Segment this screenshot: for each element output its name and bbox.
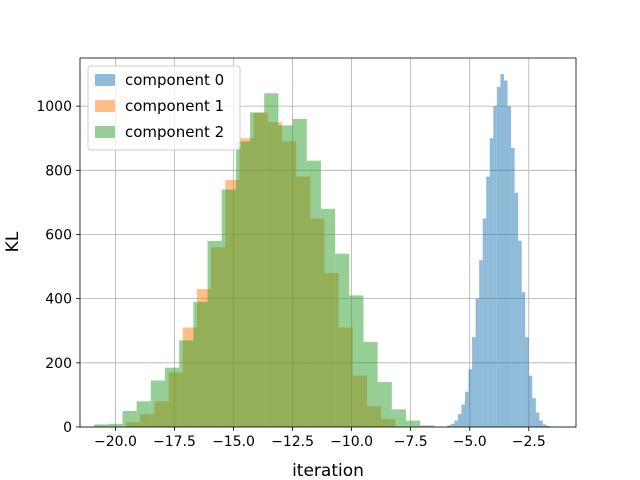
series-0-bar-25 (535, 412, 540, 427)
legend-swatch-component-0 (95, 74, 115, 86)
series-0-bar-1 (450, 423, 455, 427)
legend-swatch-component-2 (95, 126, 115, 138)
x-tick-label-5: −7.5 (394, 434, 428, 450)
x-tick-label-4: −10.0 (330, 434, 373, 450)
series-0-bar-22 (525, 337, 529, 427)
series-0-bar-12 (489, 138, 494, 427)
plot-frame (79, 57, 577, 428)
series-2-bar-6 (179, 340, 194, 427)
x-tick-label-6: −5.0 (453, 434, 487, 450)
series-2-bar-2 (122, 410, 137, 427)
legend-swatch-component-1 (95, 100, 115, 112)
series-2-bar-9 (221, 189, 236, 427)
x-tick-label-1: −17.5 (153, 434, 196, 450)
series-0-bar-4 (461, 404, 465, 427)
series-0-bar-17 (507, 106, 512, 427)
series-2-bar-16 (320, 208, 336, 427)
series-0-bar-28 (546, 426, 551, 427)
series-0-bar-9 (479, 260, 483, 427)
x-tick-label-3: −12.5 (271, 434, 314, 450)
series-0-bar-14 (496, 86, 501, 427)
series-2-bar-15 (306, 160, 321, 427)
histogram-bars (94, 74, 554, 428)
series-2-bar-5 (165, 367, 180, 427)
series-0-bar-3 (457, 414, 462, 427)
series-2-bar-7 (193, 301, 208, 427)
y-axis-label: KL (3, 231, 23, 252)
series-2-bar-12 (264, 93, 279, 427)
x-tick-label-2: −15.0 (212, 434, 255, 450)
series-0-bar-27 (542, 424, 547, 427)
legend: component 0 component 1 component 2 (87, 65, 241, 151)
series-2-bar-3 (136, 401, 151, 427)
y-tick-label-2: 400 (45, 292, 72, 308)
series-2-bar-20 (377, 382, 392, 427)
series-0 (447, 74, 554, 427)
legend-label-component-1: component 1 (125, 97, 224, 115)
series-0-bar-18 (511, 147, 515, 427)
series-0-bar-23 (528, 375, 533, 427)
series-0-bar-7 (472, 337, 476, 427)
series-0-bar-19 (514, 192, 519, 427)
series-0-bar-6 (468, 369, 473, 427)
series-0-bar-8 (475, 298, 480, 427)
series-2-bar-17 (335, 253, 350, 427)
legend-label-component-0: component 0 (125, 71, 224, 89)
series-2-bar-0 (94, 424, 109, 427)
series-0-bar-24 (532, 398, 536, 427)
y-tick-label-1: 200 (45, 356, 72, 372)
y-tick-label-5: 1000 (36, 99, 72, 115)
series-0-bar-20 (518, 240, 522, 427)
y-tick-label-3: 600 (45, 227, 72, 243)
series-0-bar-0 (447, 425, 451, 427)
legend-label-component-2: component 2 (125, 123, 224, 141)
x-axis-label: iteration (292, 461, 364, 480)
series-0-bar-13 (493, 106, 497, 427)
series-0-bar-5 (464, 391, 469, 427)
series-2 (94, 93, 435, 428)
series-2-bar-22 (405, 420, 421, 427)
series-2-bar-23 (420, 425, 435, 427)
series-2-bar-10 (235, 141, 251, 427)
series-2-bar-11 (250, 112, 265, 428)
series-0-bar-2 (454, 420, 458, 427)
series-2-bar-1 (108, 423, 123, 427)
series-2-bar-13 (278, 125, 293, 428)
series-2-bar-18 (349, 295, 364, 427)
legend-frame (87, 65, 241, 151)
series-2-bar-4 (150, 380, 166, 427)
x-axis-ticks: −20.0 −17.5 −15.0 −12.5 −10.0 −7.5 −5.0 −2.5 (94, 427, 546, 450)
y-tick-label-4: 800 (45, 163, 72, 179)
series-0-bar-11 (486, 176, 490, 427)
series-2-bar-8 (207, 240, 222, 427)
series-0-bar-15 (500, 74, 504, 427)
series-0-bar-26 (539, 420, 543, 427)
series-0-bar-21 (521, 292, 526, 427)
series-0-bar-10 (482, 218, 487, 427)
series-0-bar-16 (503, 80, 508, 427)
series-2-bar-14 (292, 118, 307, 428)
y-tick-label-0: 0 (63, 420, 72, 436)
series-2-bar-21 (391, 409, 406, 427)
y-axis-ticks: 0 200 400 600 800 1000 (36, 99, 80, 436)
x-tick-label-0: −20.0 (94, 434, 137, 450)
series-2-bar-19 (363, 341, 378, 427)
x-tick-label-7: −2.5 (512, 434, 546, 450)
